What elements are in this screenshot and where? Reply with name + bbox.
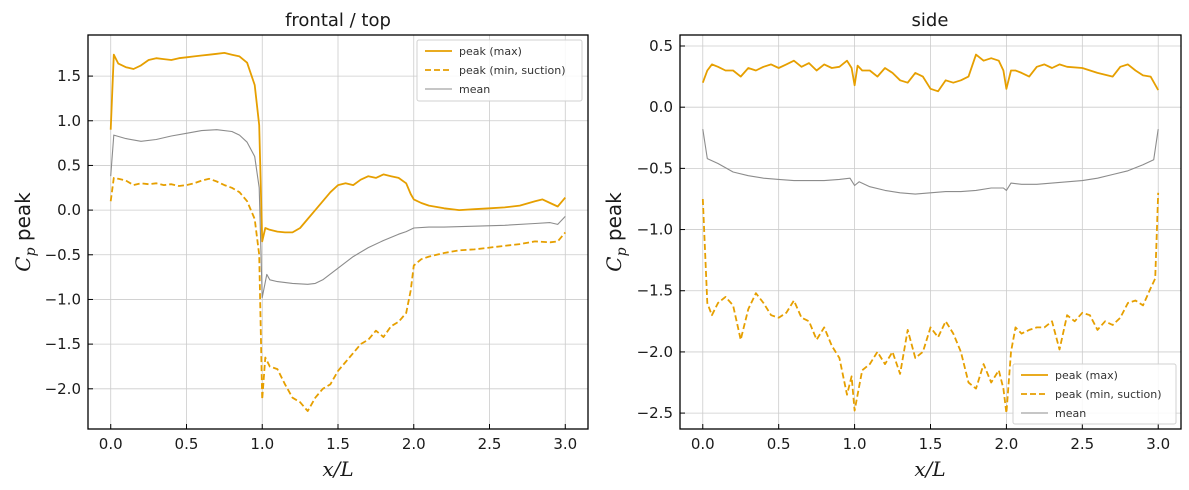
y-tick-label: −0.5 xyxy=(45,246,81,264)
x-tick-label: 0.5 xyxy=(175,435,199,453)
series-line-max xyxy=(701,53,1159,93)
y-label-sub: p xyxy=(23,247,39,256)
x-tick-label: 0.0 xyxy=(99,435,123,453)
legend-label: mean xyxy=(459,83,490,96)
x-tick-label: 1.5 xyxy=(326,435,350,453)
chart-title: side xyxy=(912,10,949,31)
chart-title: frontal / top xyxy=(285,10,391,31)
series-group xyxy=(109,52,566,413)
x-tick-label: 0.5 xyxy=(767,435,791,453)
x-tick-label: 1.0 xyxy=(843,435,867,453)
series-line-min xyxy=(109,176,566,413)
legend-label: mean xyxy=(1055,407,1086,420)
x-tick-label: 3.0 xyxy=(1146,435,1170,453)
y-tick-label: −2.5 xyxy=(637,404,673,422)
y-tick-label: 0.0 xyxy=(57,201,81,219)
y-label-main: C xyxy=(602,256,626,271)
legend-label: peak (min, suction) xyxy=(459,64,566,77)
y-tick-label: −2.0 xyxy=(637,343,673,361)
y-axis-label: Cp peak xyxy=(11,192,39,272)
series-line-mean xyxy=(702,129,1159,195)
legend-label: peak (min, suction) xyxy=(1055,388,1162,401)
series-group xyxy=(701,53,1160,415)
y-tick-label: −1.5 xyxy=(45,335,81,353)
x-tick-label: 2.5 xyxy=(1070,435,1094,453)
legend-label: peak (max) xyxy=(459,45,522,58)
legend: peak (max) peak (min, suction) mean xyxy=(416,39,583,102)
y-tick-label: −0.5 xyxy=(637,159,673,177)
x-axis-label: x/L xyxy=(322,457,353,481)
series-line-max xyxy=(109,52,566,243)
series-line-min xyxy=(701,192,1160,415)
y-tick-label: −2.0 xyxy=(45,380,81,398)
y-label-main: C xyxy=(11,256,35,271)
y-tick-label: 1.5 xyxy=(57,67,81,85)
x-tick-label: 3.0 xyxy=(553,435,577,453)
x-tick-label: 1.5 xyxy=(919,435,943,453)
ticks: 0.0 0.5 1.0 1.5 2.0 2.5 3.0 −2.5 −2.0 −1.5 −1.0 −0.… xyxy=(637,37,1171,453)
grid xyxy=(680,35,1181,429)
ticks: 0.0 0.5 1.0 1.5 2.0 2.5 3.0 −2.0 −1.5 −1.0 −0.5 0.0… xyxy=(45,67,578,453)
y-tick-label: 1.0 xyxy=(57,112,81,130)
y-tick-label: 0.0 xyxy=(649,98,673,116)
legend-label: peak (max) xyxy=(1055,369,1118,382)
y-tick-label: 0.5 xyxy=(57,156,81,174)
x-tick-label: 2.5 xyxy=(478,435,502,453)
chart-side: side 0.0 0.5 1.0 1.5 2.0 2.5 3.0 −2.5 −2.0 −1.5 −1… xyxy=(602,10,1182,481)
y-axis-label: Cp peak xyxy=(602,192,630,272)
x-tick-label: 1.0 xyxy=(250,435,274,453)
x-tick-label: 0.0 xyxy=(691,435,715,453)
y-tick-label: −1.5 xyxy=(637,282,673,300)
legend-box xyxy=(416,39,583,102)
chart-frontal-top: frontal / top 0.0 0.5 1.0 1.5 2.0 2.5 3.0 −2.0 −… xyxy=(11,10,589,481)
legend: peak (max) peak (min, suction) mean xyxy=(1012,363,1177,425)
y-label-sub: p xyxy=(614,247,630,256)
y-tick-label: 0.5 xyxy=(649,37,673,55)
y-label-rest: peak xyxy=(602,192,626,248)
x-tick-label: 2.0 xyxy=(402,435,426,453)
y-tick-label: −1.0 xyxy=(637,221,673,239)
x-axis-label: x/L xyxy=(914,457,945,481)
legend-box xyxy=(1012,363,1177,425)
y-tick-label: −1.0 xyxy=(45,290,81,308)
x-tick-label: 2.0 xyxy=(994,435,1018,453)
y-label-rest: peak xyxy=(11,192,35,248)
series-line-mean xyxy=(110,129,566,299)
